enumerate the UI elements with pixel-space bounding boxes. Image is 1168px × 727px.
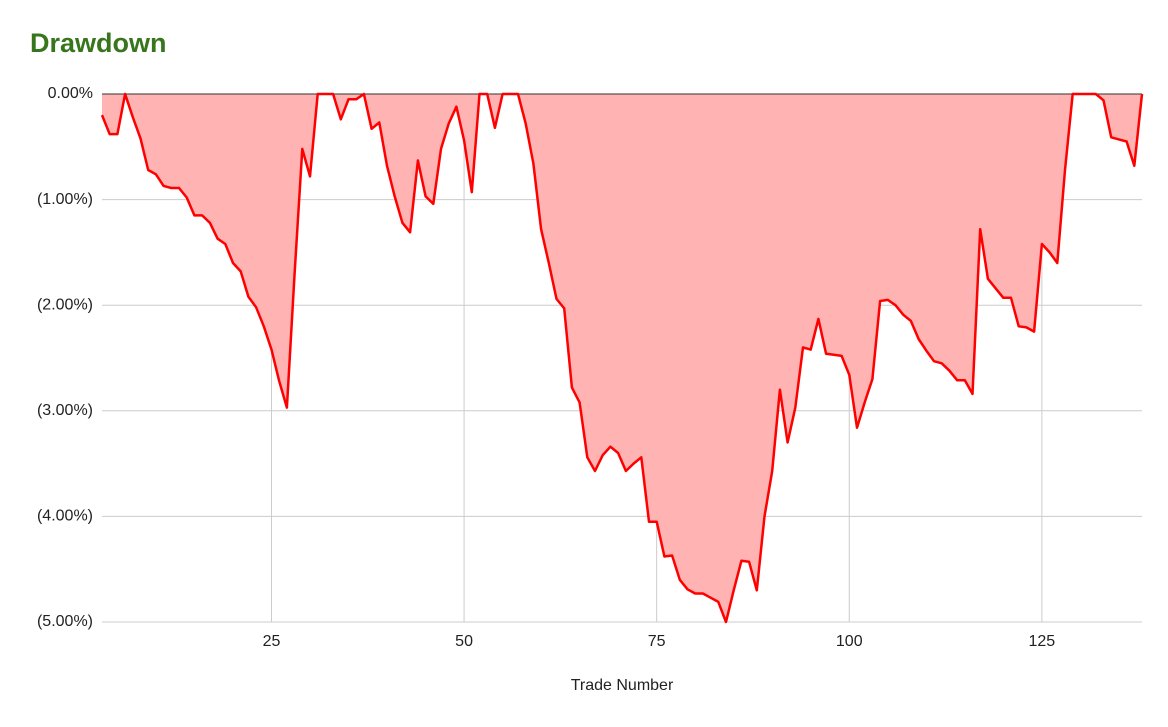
area [102, 94, 1142, 622]
x-axis-title: Trade Number [571, 677, 674, 694]
y-tick-label: (1.00%) [37, 191, 93, 208]
y-tick-label: 0.00% [48, 85, 93, 102]
x-tick-label: 125 [1029, 633, 1056, 650]
y-tick-label: (5.00%) [37, 613, 93, 630]
y-tick-label: (2.00%) [37, 296, 93, 313]
y-tick-label: (3.00%) [37, 402, 93, 419]
y-tick-label: (4.00%) [37, 508, 93, 525]
x-tick-label: 50 [455, 633, 473, 650]
x-tick-label: 75 [648, 633, 666, 650]
chart-title: Drawdown [30, 28, 167, 58]
line [100, 92, 1144, 624]
x-tick-label: 100 [836, 633, 863, 650]
x-tick-label: 25 [263, 633, 281, 650]
